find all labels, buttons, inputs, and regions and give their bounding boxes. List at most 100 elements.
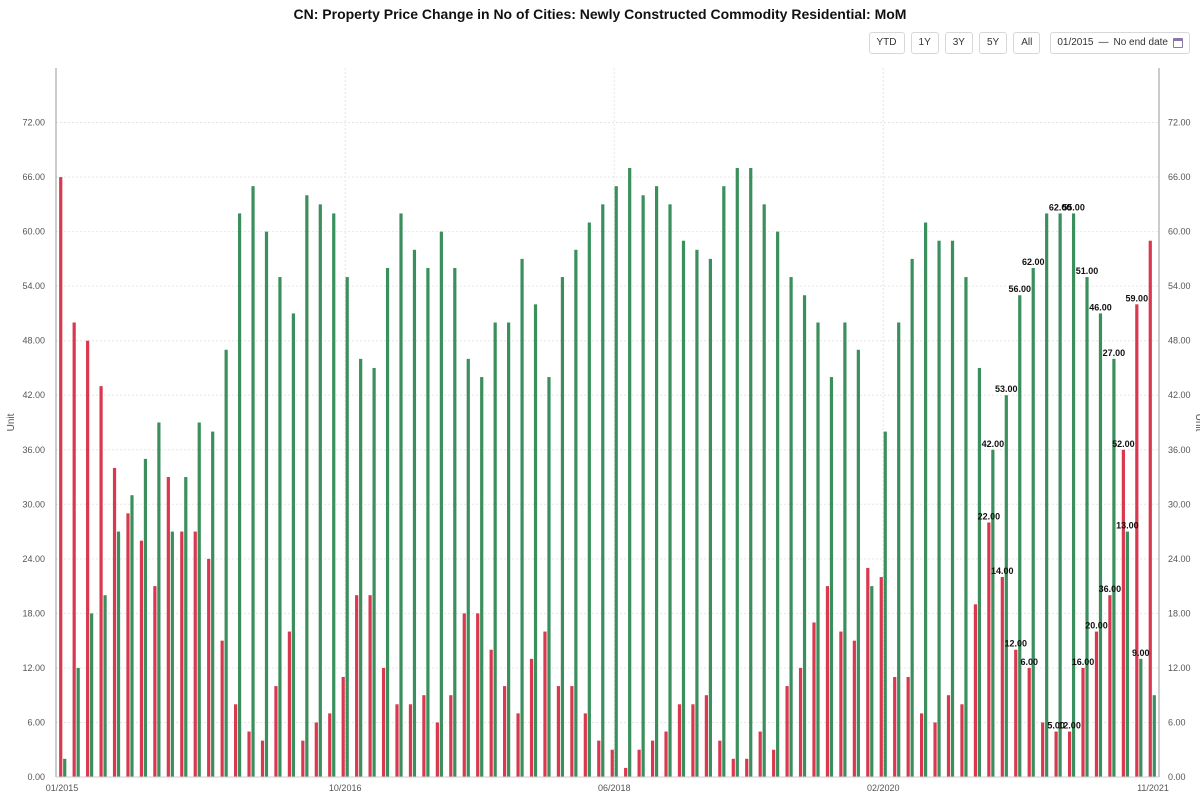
bar-increased[interactable]: [520, 258, 524, 777]
bar-increased[interactable]: [278, 277, 282, 777]
bar-increased[interactable]: [345, 277, 349, 777]
bar-decreased[interactable]: [355, 595, 359, 777]
bar-decreased[interactable]: [798, 667, 803, 777]
bar-increased[interactable]: [453, 267, 457, 777]
bar-increased[interactable]: [856, 349, 860, 777]
date-range-picker[interactable]: 01/2015 — No end date: [1050, 32, 1190, 54]
bar-decreased[interactable]: [516, 713, 520, 777]
bar-increased[interactable]: [843, 322, 847, 777]
bar-increased[interactable]: [412, 249, 417, 778]
bar-decreased[interactable]: [274, 686, 278, 777]
bar-decreased[interactable]: [920, 713, 924, 777]
bar-increased[interactable]: [964, 277, 968, 777]
bar-decreased[interactable]: [704, 695, 708, 777]
bar-increased[interactable]: [937, 240, 941, 777]
bar-decreased[interactable]: [758, 731, 762, 777]
bar-decreased[interactable]: [1094, 631, 1099, 777]
bar-decreased[interactable]: [893, 677, 897, 777]
bar-decreased[interactable]: [207, 558, 211, 777]
bar-increased[interactable]: [977, 367, 982, 777]
bar-increased[interactable]: [628, 167, 632, 777]
bar-increased[interactable]: [722, 186, 726, 777]
bar-decreased[interactable]: [462, 613, 466, 777]
bar-decreased[interactable]: [852, 640, 856, 777]
bar-increased[interactable]: [776, 231, 780, 778]
bar-decreased[interactable]: [86, 340, 90, 777]
bar-decreased[interactable]: [301, 740, 305, 777]
bar-decreased[interactable]: [906, 677, 910, 777]
bar-increased[interactable]: [883, 431, 887, 777]
bar-increased[interactable]: [1018, 295, 1022, 777]
range-all-button[interactable]: All: [1013, 32, 1041, 54]
bar-increased[interactable]: [116, 531, 121, 777]
bar-increased[interactable]: [749, 167, 753, 777]
bar-decreased[interactable]: [718, 740, 722, 777]
bar-increased[interactable]: [601, 204, 605, 777]
bar-increased[interactable]: [1085, 277, 1089, 777]
bar-decreased[interactable]: [543, 631, 547, 777]
range-ytd-button[interactable]: YTD: [868, 32, 905, 54]
bar-increased[interactable]: [211, 431, 215, 777]
bar-decreased[interactable]: [946, 695, 951, 777]
bar-increased[interactable]: [103, 595, 107, 777]
bar-increased[interactable]: [426, 267, 430, 777]
bar-increased[interactable]: [170, 531, 174, 777]
bar-increased[interactable]: [924, 222, 928, 777]
bar-increased[interactable]: [305, 195, 309, 777]
bar-increased[interactable]: [614, 186, 618, 777]
bar-increased[interactable]: [1058, 213, 1062, 777]
bar-increased[interactable]: [708, 258, 712, 777]
bar-increased[interactable]: [829, 377, 834, 777]
bar-increased[interactable]: [332, 213, 336, 777]
bar-decreased[interactable]: [153, 586, 157, 777]
bar-decreased[interactable]: [476, 613, 480, 777]
bar-increased[interactable]: [318, 204, 322, 777]
bar-decreased[interactable]: [99, 386, 103, 777]
bar-increased[interactable]: [547, 377, 551, 777]
bar-increased[interactable]: [143, 458, 148, 777]
bar-decreased[interactable]: [650, 740, 655, 777]
bar-decreased[interactable]: [597, 740, 601, 777]
bar-decreased[interactable]: [772, 749, 776, 777]
bar-increased[interactable]: [950, 240, 955, 777]
bar-increased[interactable]: [560, 277, 565, 777]
bar-increased[interactable]: [1098, 313, 1103, 777]
bar-decreased[interactable]: [556, 686, 561, 777]
bar-decreased[interactable]: [933, 722, 937, 777]
bar-decreased[interactable]: [59, 177, 63, 778]
bar-increased[interactable]: [493, 322, 497, 777]
bar-decreased[interactable]: [812, 622, 816, 777]
bar-decreased[interactable]: [193, 531, 197, 777]
bar-decreased[interactable]: [180, 531, 184, 777]
bar-decreased[interactable]: [624, 767, 628, 777]
bar-decreased[interactable]: [825, 586, 830, 777]
calendar-icon[interactable]: [1173, 38, 1183, 48]
bar-increased[interactable]: [197, 422, 201, 778]
bar-increased[interactable]: [654, 186, 659, 777]
bar-decreased[interactable]: [314, 722, 318, 777]
bar-increased[interactable]: [1152, 695, 1156, 777]
bar-increased[interactable]: [372, 367, 376, 777]
bar-increased[interactable]: [184, 477, 188, 777]
bar-increased[interactable]: [1045, 213, 1049, 777]
bar-decreased[interactable]: [408, 704, 413, 777]
bar-increased[interactable]: [1031, 267, 1035, 777]
bar-decreased[interactable]: [745, 758, 749, 777]
bar-decreased[interactable]: [785, 686, 789, 777]
bar-decreased[interactable]: [233, 704, 238, 777]
bar-decreased[interactable]: [368, 595, 372, 777]
bar-increased[interactable]: [910, 258, 914, 777]
bar-decreased[interactable]: [381, 667, 386, 777]
bar-decreased[interactable]: [395, 704, 399, 777]
range-1y-button[interactable]: 1Y: [910, 32, 939, 54]
bar-decreased[interactable]: [1067, 731, 1072, 777]
bar-increased[interactable]: [251, 186, 255, 777]
bar-increased[interactable]: [63, 758, 67, 777]
bar-decreased[interactable]: [1081, 667, 1085, 777]
bar-decreased[interactable]: [341, 677, 345, 777]
bar-decreased[interactable]: [126, 513, 130, 777]
bar-increased[interactable]: [735, 167, 739, 777]
bar-increased[interactable]: [507, 322, 511, 777]
bar-increased[interactable]: [816, 322, 820, 777]
bar-decreased[interactable]: [1135, 304, 1139, 777]
